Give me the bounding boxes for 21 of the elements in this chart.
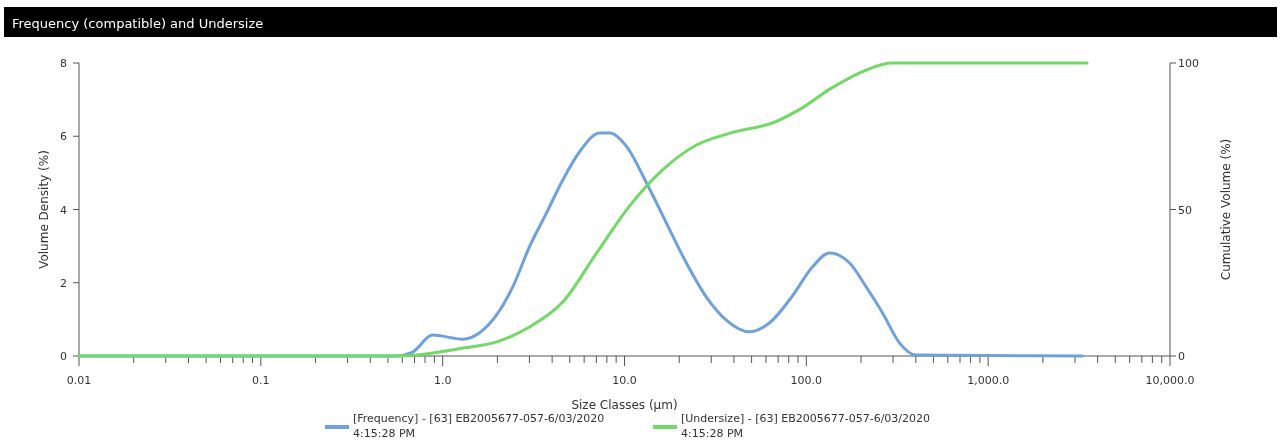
y-tick-label: 2 <box>60 276 67 290</box>
y-axis-title: Volume Density (%) <box>37 150 51 269</box>
x-tick-label: 10,000.0 <box>1145 374 1195 387</box>
chart-title: Frequency (compatible) and Undersize <box>12 16 264 31</box>
y2-tick-label: 100 <box>1178 57 1199 70</box>
x-tick-label: 1,000.0 <box>967 374 1010 387</box>
y-tick-label: 8 <box>60 57 67 70</box>
y-tick-label: 6 <box>60 130 67 144</box>
x-axis-title: Size Classes (µm) <box>571 398 678 412</box>
y2-tick-label: 0 <box>1178 350 1185 363</box>
x-tick-label: 1.0 <box>433 374 452 387</box>
x-tick-label: 0.01 <box>66 374 92 387</box>
legend-label: [Frequency] - [63] EB2005677-057-6/03/2020 4:15:28 PM <box>353 412 605 440</box>
y2-axis-title: Cumulative Volume (%) <box>1219 138 1233 281</box>
x-tick-label: 0.1 <box>252 374 270 387</box>
x-tick-label: 100.0 <box>790 374 823 387</box>
y-tick-label: 0 <box>60 350 67 363</box>
x-tick-label: 10.0 <box>612 374 637 387</box>
y2-tick-label: 50 <box>1178 203 1192 217</box>
y-tick-label: 4 <box>60 203 67 217</box>
legend-label: [Undersize] - [63] EB2005677-057-6/03/2020 4:15:28 PM <box>681 412 931 440</box>
